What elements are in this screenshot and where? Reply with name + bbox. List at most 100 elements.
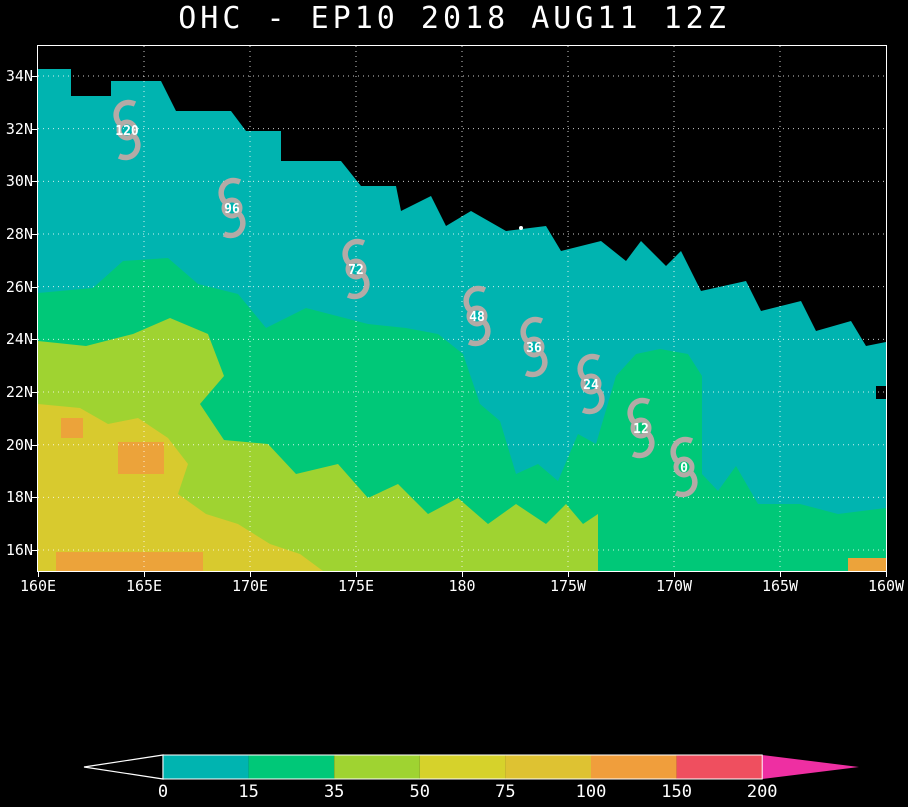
cyclone-arm-bottom-icon: [467, 318, 491, 347]
region-ohc-75-100-d: [848, 558, 886, 571]
hurricane-symbol-12: 12: [627, 397, 655, 459]
x-tick-label: 165W: [761, 577, 799, 595]
y-tick-mark: [32, 392, 37, 394]
y-tick-mark: [32, 128, 37, 130]
colorbar-right-arrow-icon: [762, 755, 859, 779]
y-tick-label: 22N: [5, 383, 33, 402]
x-tick-label: 160E: [19, 577, 57, 595]
x-tick-label: 180: [448, 577, 476, 595]
colorbar-tick-label: 200: [746, 782, 778, 802]
colorbar-tick-label: 150: [661, 782, 692, 802]
y-tick-label: 16N: [5, 541, 33, 560]
forecast-hour-label: 12: [633, 422, 649, 437]
forecast-hour-label: 120: [115, 124, 139, 139]
hurricane-symbol-24: 24: [577, 353, 605, 415]
y-tick-mark: [32, 181, 37, 183]
y-tick-mark: [32, 76, 37, 77]
hurricane-symbol-120: 120: [113, 99, 141, 161]
white-speck: [519, 226, 523, 230]
cyclone-arm-top-icon: [463, 285, 487, 314]
cyclone-arm-top-icon: [670, 436, 694, 465]
y-tick-label: 28N: [5, 225, 33, 243]
colorbar-tick-label: 100: [575, 782, 607, 802]
cyclone-eye-icon: [580, 373, 602, 395]
hurricane-symbol-96: 96: [218, 177, 246, 239]
colorbar-tick-label: 15: [238, 782, 259, 802]
cyclone-eye-icon: [466, 305, 488, 327]
cyclone-arm-bottom-icon: [222, 210, 246, 239]
cyclone-arm-bottom-icon: [674, 469, 698, 498]
cyclone-eye-icon: [345, 258, 367, 280]
cyclone-eye-icon: [523, 336, 545, 358]
x-tick-mark: [462, 572, 463, 577]
colorbar-tick-label: 0: [157, 782, 169, 802]
y-tick-mark: [32, 444, 37, 446]
cyclone-arm-top-icon: [113, 99, 137, 128]
cyclone-eye-icon: [673, 456, 695, 478]
x-tick-mark: [886, 572, 887, 577]
y-tick-label: 30N: [5, 172, 33, 191]
x-tick-mark: [356, 572, 357, 577]
x-tick-label: 165E: [125, 577, 163, 595]
colorbar-left-arrow-icon: [83, 754, 164, 780]
y-tick-mark: [32, 339, 37, 341]
region-ohc-75-100-b: [118, 442, 164, 474]
cyclone-arm-bottom-icon: [346, 271, 370, 300]
x-tick-mark: [250, 572, 251, 577]
x-tick-mark: [38, 572, 39, 577]
cyclone-eye-icon: [116, 119, 138, 141]
hurricane-symbol-48: 48: [463, 285, 491, 347]
forecast-hour-label: 48: [469, 310, 485, 325]
hurricane-symbol-0: 0: [670, 436, 698, 498]
hurricane-symbol-36: 36: [520, 316, 548, 378]
colorbar-segment-0: [163, 755, 249, 779]
cyclone-arm-top-icon: [577, 353, 601, 382]
region-nodata-patch: [876, 386, 886, 399]
x-tick-label: 160W: [867, 577, 905, 595]
cyclone-eye-icon: [630, 417, 652, 439]
colorbar-segment-2: [334, 755, 420, 779]
x-tick-label: 170E: [231, 577, 269, 595]
forecast-hour-label: 72: [348, 263, 364, 278]
colorbar-segment-6: [676, 755, 763, 779]
colorbar-tick-label: 35: [323, 782, 345, 802]
cyclone-arm-top-icon: [627, 397, 651, 426]
cyclone-arm-bottom-icon: [117, 132, 141, 161]
y-tick-label: 26N: [5, 277, 33, 296]
region-ohc-75-100-c: [56, 552, 203, 571]
hurricane-symbol-72: 72: [342, 238, 370, 300]
colorbar-segment-5: [591, 755, 677, 779]
cyclone-arm-top-icon: [342, 238, 366, 267]
cyclone-arm-top-icon: [520, 316, 544, 345]
cyclone-eye-icon: [221, 197, 243, 219]
cyclone-arm-bottom-icon: [581, 386, 605, 415]
forecast-hour-label: 96: [224, 202, 240, 217]
colorbar-segment-3: [419, 755, 506, 779]
x-tick-mark: [780, 572, 781, 577]
y-tick-label: 20N: [5, 435, 33, 454]
y-tick-mark: [32, 286, 37, 288]
y-tick-mark: [32, 497, 37, 499]
colorbar: [83, 754, 859, 780]
x-tick-label: 175E: [337, 577, 375, 595]
cyclone-arm-bottom-icon: [524, 349, 548, 378]
chart-title: OHC - EP10 2018 AUG11 12Z: [178, 1, 730, 36]
x-tick-label: 175W: [549, 577, 587, 595]
region-ohc-50-75: [38, 404, 323, 571]
y-tick-label: 24N: [5, 330, 33, 349]
y-tick-label: 18N: [5, 488, 33, 507]
y-tick-label: 32N: [5, 119, 33, 138]
y-tick-mark: [32, 234, 37, 235]
cyclone-arm-top-icon: [218, 177, 242, 206]
colorbar-segment-1: [248, 755, 335, 779]
y-tick-mark: [32, 550, 37, 552]
forecast-hour-label: 36: [526, 341, 542, 356]
colorbar-outline: [162, 754, 763, 780]
forecast-hour-label: 24: [583, 378, 599, 393]
x-tick-mark: [674, 572, 675, 577]
colorbar-segment-4: [505, 755, 591, 779]
colorbar-tick-label: 75: [495, 782, 516, 802]
x-tick-mark: [568, 572, 569, 577]
